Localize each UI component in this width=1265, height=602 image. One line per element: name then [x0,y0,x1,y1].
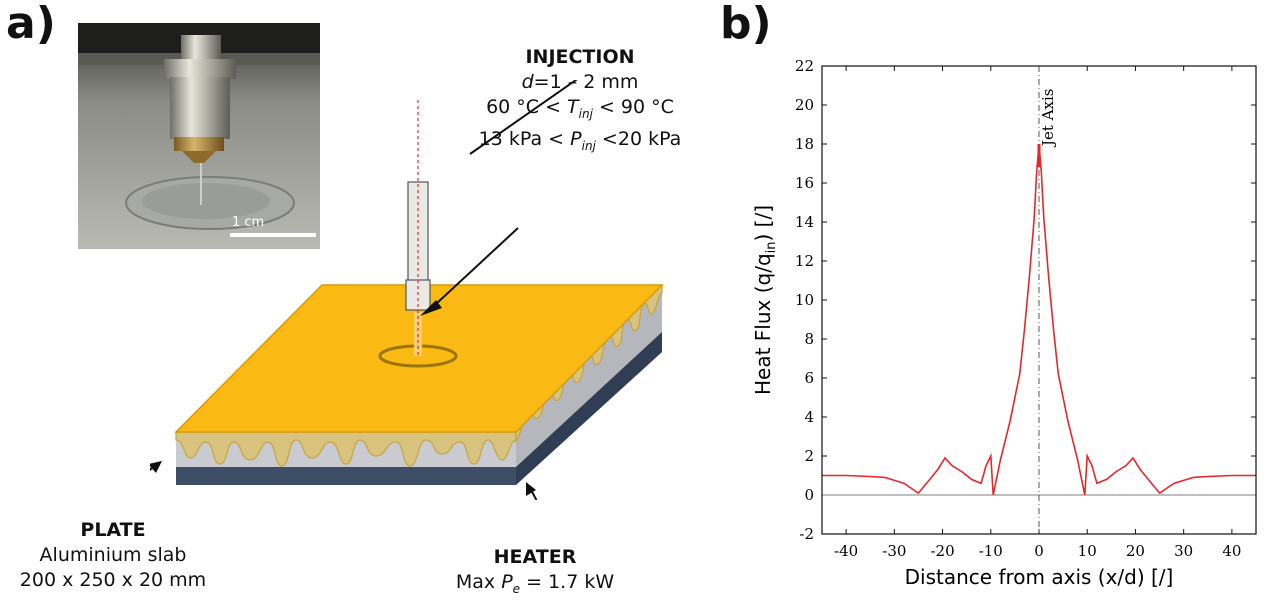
y-tick-label: 16 [795,174,814,192]
injection-annotation: INJECTION d=1 – 2 mm 60 °C < Tinj < 90 °… [470,45,690,159]
panel-a-label: a) [6,0,56,49]
plate-arrow-head [150,461,162,473]
injection-arrow-shaft [435,227,519,305]
x-tick-label: -40 [834,542,858,560]
injector-photo-graphic [78,23,320,249]
plate-top-surface [174,284,664,433]
injection-temperature: 60 °C < Tinj < 90 °C [486,96,674,121]
y-tick-label: 22 [795,57,814,75]
y-tick-label: 6 [804,369,814,387]
x-tick-label: 30 [1174,542,1193,560]
y-tick-label: 18 [795,135,814,153]
injection-arrow [469,80,578,155]
y-tick-label: 20 [795,96,814,114]
plate-dimensions: 200 x 250 x 20 mm [19,569,207,591]
plate-material: Aluminium slab [39,544,187,566]
x-tick-label: 40 [1222,542,1241,560]
y-tick-label: 8 [804,330,814,348]
x-tick-label: 20 [1126,542,1145,560]
injection-pressure: 13 kPa < Pinj <20 kPa [478,127,682,153]
plate-schematic [150,80,664,500]
heater-arrow-head [526,482,536,496]
plate-annotation: PLATE Aluminium slab 200 x 250 x 20 mm [18,518,208,593]
scale-bar-label: 1 cm [232,215,265,230]
y-axis-ticks: -2 0 2 4 6 8 10 12 14 16 18 20 22 [795,57,1256,543]
panel-b-label: b) [720,0,772,49]
heater-annotation: HEATER Max Pe = 1.7 kW [450,545,620,602]
x-tick-label: -20 [930,542,954,560]
heater-layer-side [516,330,662,485]
heater-title: HEATER [493,546,577,568]
jet-axis-label: Jet Axis [1039,89,1057,148]
heater-layer-front [176,465,516,485]
x-axis-title: Distance from axis (x/d) [/] [905,565,1174,588]
x-tick-label: -10 [979,542,1003,560]
heater-power: Max Pe = 1.7 kW [455,571,615,596]
y-axis-title: Heat Flux (q/qin) [/] [751,205,779,395]
plate-title: PLATE [80,519,146,541]
injection-title: INJECTION [525,46,635,68]
x-tick-label: 0 [1034,542,1044,560]
plot-frame [821,65,1257,535]
y-tick-label: -2 [799,525,814,543]
x-axis-ticks: -40 -30 -20 -10 0 10 20 30 40 [834,66,1241,560]
y-tick-label: 2 [804,447,814,465]
y-tick-label: 4 [804,408,814,426]
injection-diameter: d=1 – 2 mm [521,71,639,93]
y-tick-label: 14 [795,213,814,231]
plate-front-drips [175,431,517,467]
x-tick-label: 10 [1078,542,1097,560]
injector-photo [78,23,320,249]
y-tick-label: 12 [795,252,814,270]
heater-arrow-shaft [529,487,538,500]
plate-side [516,285,662,467]
x-tick-label: -30 [882,542,906,560]
y-tick-label: 10 [795,291,814,309]
y-tick-label: 0 [804,486,814,504]
